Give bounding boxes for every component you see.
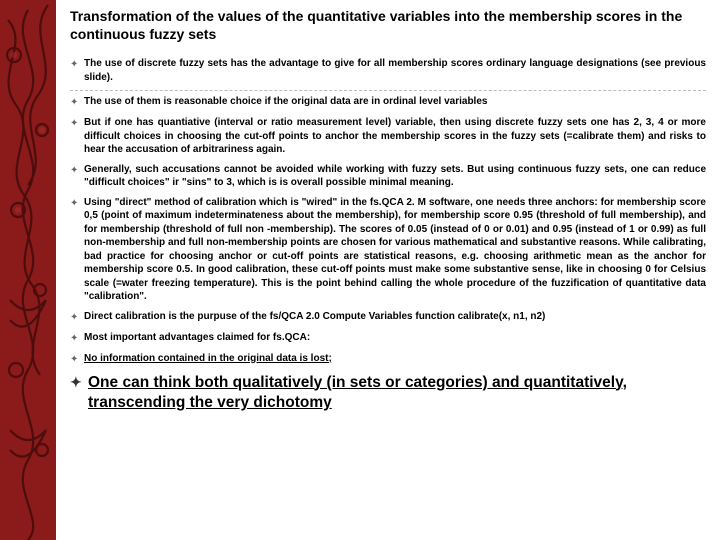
bullet-icon: ✦ xyxy=(70,116,84,131)
bullet-icon: ✦ xyxy=(70,95,84,110)
bullet-icon: ✦ xyxy=(70,57,84,72)
bullet-item: ✦Most important advantages claimed for f… xyxy=(70,331,706,346)
sidebar-pattern xyxy=(0,0,56,540)
bullet-item: ✦But if one has quantiative (interval or… xyxy=(70,116,706,157)
final-point: One can think both qualitatively (in set… xyxy=(88,373,706,413)
bullet-item: ✦The use of discrete fuzzy sets has the … xyxy=(70,57,706,84)
bullet-list: ✦The use of discrete fuzzy sets has the … xyxy=(70,57,706,367)
bullet-icon: ✦ xyxy=(70,331,84,346)
bullet-text: Direct calibration is the purpuse of the… xyxy=(84,310,706,324)
decorative-sidebar xyxy=(0,0,56,540)
bullet-icon: ✦ xyxy=(70,196,84,211)
bullet-icon: ✦ xyxy=(70,352,84,367)
bullet-text: No information contained in the original… xyxy=(84,352,706,366)
bullet-text: Most important advantages claimed for fs… xyxy=(84,331,706,345)
bullet-item: ✦No information contained in the origina… xyxy=(70,352,706,367)
bullet-item: ✦Using "direct" method of calibration wh… xyxy=(70,196,706,304)
final-bullet-icon: ✦ xyxy=(70,373,88,392)
slide-content: Transformation of the values of the quan… xyxy=(70,8,706,413)
bullet-text: Using "direct" method of calibration whi… xyxy=(84,196,706,304)
slide-title: Transformation of the values of the quan… xyxy=(70,8,706,43)
bullet-item: ✦Generally, such accusations cannot be a… xyxy=(70,163,706,190)
bullet-icon: ✦ xyxy=(70,163,84,178)
bullet-item: ✦Direct calibration is the purpuse of th… xyxy=(70,310,706,325)
bullet-text: The use of discrete fuzzy sets has the a… xyxy=(84,57,706,84)
bullet-icon: ✦ xyxy=(70,310,84,325)
bullet-item: ✦The use of them is reasonable choice if… xyxy=(70,95,706,110)
bullet-text: The use of them is reasonable choice if … xyxy=(84,95,706,109)
bullet-text: Generally, such accusations cannot be av… xyxy=(84,163,706,190)
bullet-separator xyxy=(70,90,706,91)
bullet-text: But if one has quantiative (interval or … xyxy=(84,116,706,157)
final-point-row: ✦ One can think both qualitatively (in s… xyxy=(70,373,706,413)
